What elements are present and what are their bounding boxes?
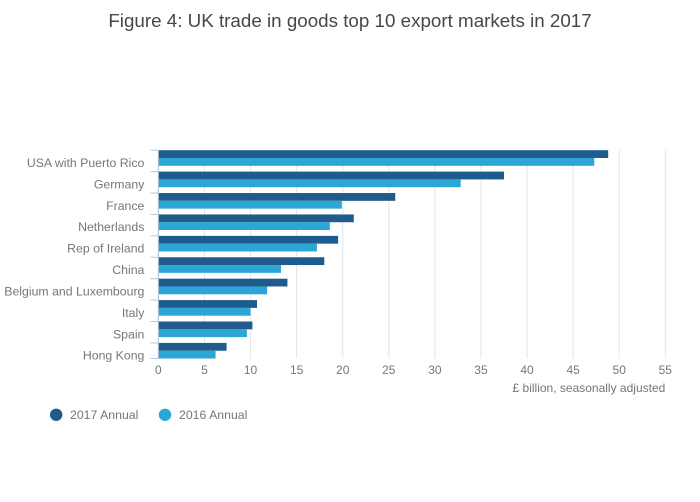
svg-text:Hong Kong: Hong Kong [83,349,145,363]
svg-text:2016 Annual: 2016 Annual [179,408,247,422]
svg-text:50: 50 [613,363,627,377]
svg-text:Rep of Ireland: Rep of Ireland [67,242,144,256]
svg-text:20: 20 [336,363,350,377]
svg-text:Germany: Germany [94,177,145,191]
svg-text:30: 30 [428,363,442,377]
svg-text:35: 35 [474,363,488,377]
svg-text:45: 45 [566,363,580,377]
svg-text:25: 25 [382,363,396,377]
svg-text:40: 40 [520,363,534,377]
svg-text:£ billion, seasonally adjusted: £ billion, seasonally adjusted [513,381,666,395]
svg-text:2017 Annual: 2017 Annual [70,408,138,422]
svg-text:Italy: Italy [122,306,145,320]
svg-text:5: 5 [201,363,208,377]
svg-text:Belgium and Luxembourg: Belgium and Luxembourg [4,284,144,298]
svg-text:55: 55 [659,363,673,377]
svg-text:Netherlands: Netherlands [78,220,144,234]
svg-text:10: 10 [244,363,258,377]
svg-text:0: 0 [155,363,162,377]
svg-text:15: 15 [290,363,304,377]
svg-text:USA with Puerto Rico: USA with Puerto Rico [27,156,145,170]
svg-text:France: France [106,199,144,213]
svg-text:China: China [112,263,144,277]
svg-text:Spain: Spain [113,327,145,341]
